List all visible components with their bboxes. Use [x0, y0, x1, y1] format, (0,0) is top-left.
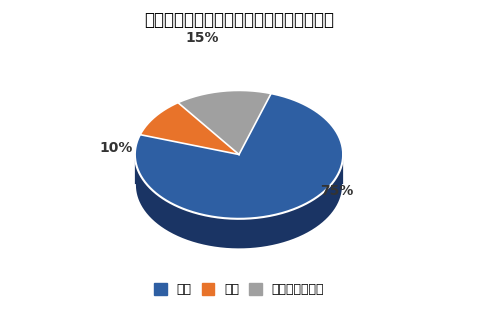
Legend: 満足, 不満, どちらでもない: 満足, 不満, どちらでもない [149, 278, 329, 301]
Text: 10%: 10% [100, 142, 133, 155]
Text: 15%: 15% [185, 31, 219, 45]
Polygon shape [140, 103, 239, 154]
Text: 75%: 75% [320, 184, 354, 198]
Polygon shape [135, 93, 343, 219]
Polygon shape [178, 90, 271, 154]
Polygon shape [135, 155, 343, 249]
Text: レヴォーグの運転＆走行性能の満足度調査: レヴォーグの運転＆走行性能の満足度調査 [144, 11, 334, 28]
